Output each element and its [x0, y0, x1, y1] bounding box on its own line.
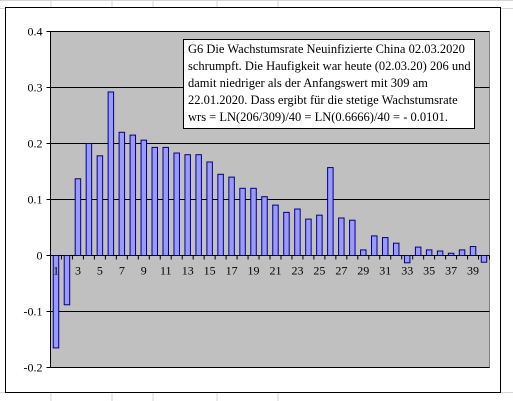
y-tick-label: 0.4 [28, 25, 43, 39]
bar[interactable] [392, 242, 400, 256]
bar[interactable] [469, 246, 477, 256]
bar[interactable] [458, 249, 466, 256]
bar[interactable] [118, 131, 126, 256]
x-tick-label: 23 [291, 264, 303, 278]
x-tick-label: 7 [119, 264, 125, 278]
bar[interactable] [206, 161, 213, 256]
bar[interactable] [338, 217, 345, 256]
y-tick-label: -0.2 [24, 361, 43, 375]
x-tick-label: 13 [182, 264, 194, 278]
bar[interactable] [129, 134, 137, 257]
bar[interactable] [447, 252, 455, 256]
bar[interactable] [184, 154, 191, 256]
bar[interactable] [85, 143, 93, 256]
y-tick-label: 0.1 [28, 193, 43, 207]
bar[interactable] [305, 218, 312, 257]
bar[interactable] [173, 152, 180, 257]
bar[interactable] [272, 204, 279, 257]
bar[interactable] [217, 173, 224, 256]
y-tick-label: 0.3 [28, 81, 43, 95]
y-tick-label: 0.2 [28, 137, 43, 151]
bar[interactable] [162, 146, 169, 256]
bar[interactable] [425, 249, 433, 256]
annotation-textbox[interactable]: G6 Die Wachstumsrate Neuinfizierte China… [183, 39, 475, 129]
bar[interactable] [327, 167, 334, 256]
x-tick-label: 25 [313, 264, 325, 278]
annotation-line: wrs = LN(206/309)/40 = LN(0.6666)/40 = -… [188, 110, 449, 124]
x-tick-label: 19 [248, 264, 260, 278]
x-tick-label: 5 [97, 264, 103, 278]
bar[interactable] [371, 235, 378, 256]
bar[interactable] [283, 211, 290, 257]
x-tick-label: 35 [423, 264, 435, 278]
bar[interactable] [349, 219, 356, 256]
x-tick-label: 15 [204, 264, 216, 278]
x-tick-label: 33 [401, 264, 413, 278]
bar[interactable] [107, 91, 115, 257]
bar[interactable] [96, 155, 104, 257]
bar[interactable] [294, 208, 301, 257]
bar[interactable] [261, 196, 268, 256]
bar[interactable] [151, 146, 159, 256]
annotation-line: damit niedriger als der Anfangswert mit … [188, 76, 428, 90]
bar[interactable] [52, 255, 60, 349]
x-tick-label: 31 [379, 264, 391, 278]
bar[interactable] [140, 139, 148, 256]
annotation-line: G6 Die Wachstumsrate Neuinfizierte China… [188, 42, 465, 56]
x-tick-label: 27 [335, 264, 347, 278]
bar[interactable] [74, 178, 82, 256]
bar[interactable] [228, 176, 235, 257]
bar[interactable] [480, 255, 488, 263]
y-tick-label: -0.1 [24, 305, 43, 319]
x-tick-label: 11 [160, 264, 172, 278]
y-tick-label: 0 [37, 249, 43, 263]
bar[interactable] [63, 255, 71, 306]
bar[interactable] [436, 250, 444, 257]
x-tick-label: 21 [269, 264, 281, 278]
bar[interactable] [414, 246, 422, 257]
bar[interactable] [381, 237, 389, 257]
annotation-line: 22.01.2020. Dass ergibt für die stetige … [188, 93, 458, 107]
x-tick-label: 17 [226, 264, 238, 278]
bar[interactable] [239, 187, 246, 256]
bar[interactable] [403, 255, 411, 264]
bar[interactable] [316, 214, 323, 256]
x-tick-label: 39 [467, 264, 479, 278]
bar[interactable] [360, 249, 367, 256]
bar[interactable] [195, 154, 202, 256]
x-tick-label: 37 [445, 264, 457, 278]
bar[interactable] [250, 187, 257, 256]
x-tick-label: 1 [53, 264, 59, 278]
x-tick-label: 9 [141, 264, 147, 278]
x-tick-label: 29 [357, 264, 369, 278]
annotation-line: schrumpft. Die Haufigkeit war heute (02.… [188, 59, 471, 73]
x-tick-label: 3 [75, 264, 81, 278]
